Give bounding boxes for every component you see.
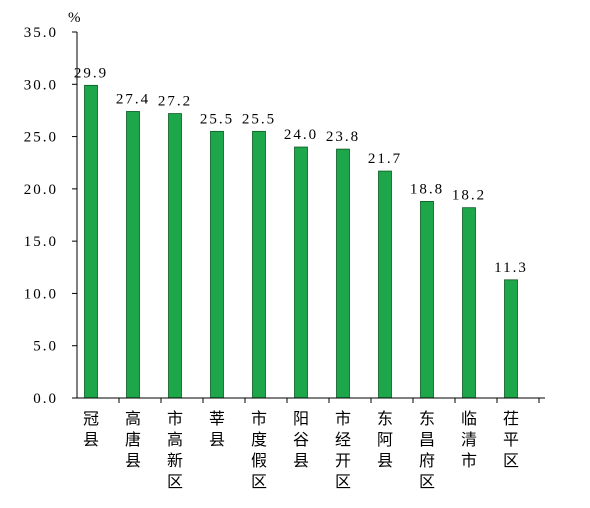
y-tick-label: 30.0	[24, 77, 58, 93]
bar	[504, 279, 518, 399]
y-tick-label: 20.0	[24, 182, 58, 198]
bar	[336, 148, 350, 399]
category-label: 市经开区	[335, 409, 351, 491]
bar	[210, 130, 224, 399]
y-tick-label: 0.0	[33, 391, 58, 407]
data-label: 25.5	[242, 111, 276, 127]
bar	[126, 111, 140, 399]
bar	[378, 170, 392, 399]
category-label: 阳谷县	[293, 409, 309, 470]
bar	[462, 207, 476, 399]
y-tick-label: 15.0	[24, 234, 58, 250]
category-label: 东昌府区	[419, 409, 435, 491]
y-tick-label: 5.0	[33, 339, 58, 355]
category-label: 莘县	[209, 409, 225, 449]
data-label: 11.3	[494, 260, 528, 276]
category-label: 茌平区	[503, 409, 519, 470]
data-label: 27.4	[116, 91, 150, 107]
y-tick-label: 35.0	[24, 25, 58, 41]
bar	[252, 130, 266, 399]
data-label: 24.0	[284, 127, 318, 143]
category-label: 东阿县	[377, 409, 393, 470]
data-label: 18.2	[452, 188, 486, 204]
bar	[294, 146, 308, 399]
data-label: 25.5	[200, 111, 234, 127]
data-label: 27.2	[158, 94, 192, 110]
data-label: 21.7	[368, 151, 402, 167]
bar	[420, 201, 434, 399]
category-label: 高唐县	[125, 409, 141, 470]
data-label: 29.9	[74, 65, 108, 81]
category-label: 市高新区	[167, 409, 183, 491]
y-unit-label: %	[68, 10, 81, 26]
category-label: 市度假区	[251, 409, 267, 491]
data-label: 23.8	[326, 129, 360, 145]
category-label: 临清市	[461, 409, 477, 470]
data-label: 18.8	[410, 181, 444, 197]
y-tick-label: 25.0	[24, 130, 58, 146]
bar	[168, 113, 182, 399]
y-tick-label: 10.0	[24, 286, 58, 302]
category-label: 冠县	[83, 409, 99, 449]
bar	[84, 84, 98, 399]
